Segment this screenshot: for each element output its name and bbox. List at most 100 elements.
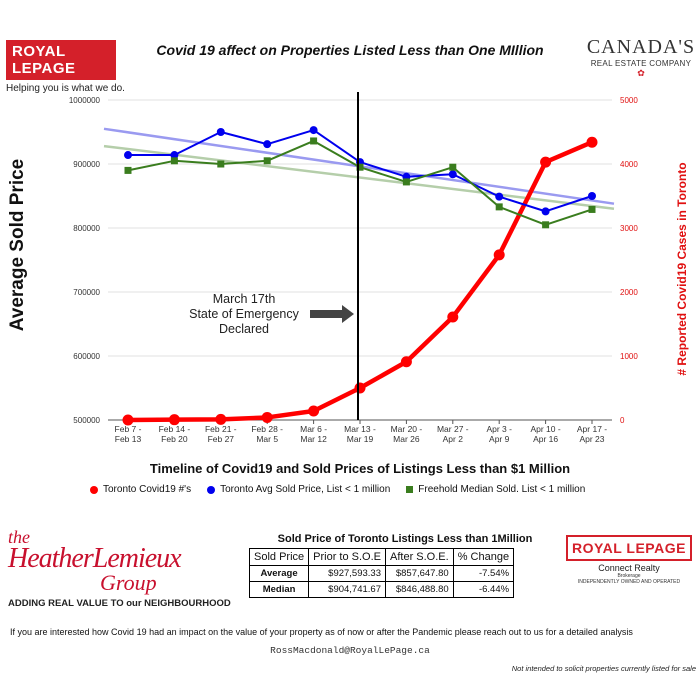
header-prior: Prior to S.O.E: [308, 548, 386, 566]
covid-point: [540, 156, 552, 168]
royal-lepage-tagline: Helping you is what we do.: [6, 83, 125, 94]
contact-email[interactable]: RossMacdonald@RoyalLePage.ca: [270, 645, 430, 656]
x-tick-label: Mar 12: [300, 434, 327, 444]
disclaimer-text: Not intended to solicit properties curre…: [511, 664, 696, 673]
covid-point: [493, 249, 505, 261]
x-tick-label: Mar 13 -: [344, 424, 376, 434]
header-after: After S.O.E.: [385, 548, 454, 566]
covid-point: [168, 414, 180, 426]
x-tick-label: Feb 13: [115, 434, 142, 444]
legend-item-median: Freehold Median Sold. List < 1 million: [406, 484, 585, 495]
royal-lepage-logo: ROYAL LEPAGE Helping you is what we do.: [6, 40, 125, 94]
canadas-real-estate-company-logo: CANADA'S REAL ESTATE COMPANY ✿: [586, 36, 696, 79]
event-arrow-icon: [310, 305, 354, 323]
x-tick-label: Apr 17 -: [577, 424, 607, 434]
legend-label-avg-price: Toronto Avg Sold Price, List < 1 million: [220, 484, 391, 495]
table-row: Average $927,593.33 $857,647.80 -7.54%: [248, 565, 515, 582]
rlp2-independently: INDEPENDENTLY OWNED AND OPERATED: [577, 579, 681, 585]
x-tick-label: Mar 26: [393, 434, 420, 444]
after-value: $857,647.80: [385, 565, 454, 582]
median-point: [170, 157, 178, 165]
legend-item-avg-price: Toronto Avg Sold Price, List < 1 million: [207, 484, 390, 495]
legend-marker-avg-price: [207, 485, 216, 494]
legend-marker-median: [406, 486, 414, 493]
y-right-tick-label: 1000: [620, 352, 638, 361]
covid-point: [447, 311, 459, 323]
header-change: % Change: [452, 548, 515, 566]
summary-table-header-row: Sold Price Prior to S.O.E After S.O.E. %…: [248, 548, 515, 566]
row-label: Average: [248, 565, 310, 582]
median-point: [588, 205, 596, 213]
legend-item-covid: Toronto Covid19 #'s: [90, 484, 191, 495]
y-left-tick-label: 500000: [73, 416, 100, 425]
legend-marker-covid: [90, 485, 98, 494]
heather-lemieux-group-logo: the HeatherLemieux Group ADDING REAL VAL…: [8, 527, 231, 609]
rlp2-brokerage: Brokerage: [617, 573, 641, 579]
x-tick-label: Apr 10 -: [530, 424, 560, 434]
x-tick-label: Mar 5: [256, 434, 278, 444]
event-annotation-text: Declared: [219, 322, 269, 336]
avg-price-point: [495, 192, 504, 201]
chart-legend: Toronto Covid19 #'s Toronto Avg Sold Pri…: [90, 484, 650, 495]
y-right-tick-label: 4000: [620, 160, 638, 169]
median-point: [495, 203, 503, 211]
avg-price-point: [448, 170, 457, 179]
event-annotation-text: March 17th: [213, 292, 276, 306]
covid-series-line: [127, 140, 593, 423]
median-point: [356, 163, 364, 171]
median-point: [449, 163, 457, 171]
change-value: -6.44%: [452, 581, 515, 598]
x-tick-label: Feb 20: [161, 434, 188, 444]
y-right-tick-label: 2000: [620, 288, 638, 297]
median-point: [310, 137, 318, 145]
maple-leaf-icon: ✿: [637, 68, 645, 78]
median-point: [402, 178, 410, 186]
median-point: [263, 157, 271, 165]
x-axis-label: Timeline of Covid19 and Sold Prices of L…: [149, 461, 571, 476]
call-to-action-text: If you are interested how Covid 19 had a…: [10, 627, 633, 637]
median-point: [124, 166, 132, 174]
hl-logo-name: HeatherLemieux: [8, 543, 182, 574]
royal-lepage-connect-logo: ROYAL LEPAGE Connect Realty Brokerage IN…: [566, 535, 692, 585]
y-left-tick-label: 900000: [73, 160, 100, 169]
after-value: $846,488.80: [385, 581, 454, 598]
x-tick-label: Apr 3 -: [486, 424, 512, 434]
change-value: -7.54%: [452, 565, 515, 582]
x-tick-label: Apr 16: [533, 434, 558, 444]
legend-label-median: Freehold Median Sold. List < 1 million: [418, 484, 586, 495]
prior-value: $927,593.33: [308, 565, 386, 582]
header-sold-price: Sold Price: [248, 548, 310, 566]
x-tick-label: Apr 23: [579, 434, 604, 444]
y-right-tick-label: 0: [620, 416, 625, 425]
x-tick-label: Mar 6 -: [300, 424, 327, 434]
chart-title: Covid 19 affect on Properties Listed Les…: [156, 42, 544, 58]
x-tick-label: Feb 21 -: [205, 424, 237, 434]
avg-price-point: [309, 126, 318, 135]
row-label: Median: [248, 581, 310, 598]
median-point: [217, 160, 225, 168]
y-left-tick-label: 1000000: [69, 96, 101, 105]
x-tick-label: Feb 7 -: [115, 424, 142, 434]
hl-logo-group: Group: [100, 570, 157, 595]
rlp2-connect-realty: Connect Realty: [598, 563, 660, 573]
avg-price-point: [216, 128, 225, 136]
y-left-tick-label: 700000: [73, 288, 100, 297]
x-tick-label: Mar 27 -: [437, 424, 469, 434]
covid-point: [122, 414, 134, 426]
hl-logo-tagline: ADDING REAL VALUE TO our NEIGHBOURHOOD: [8, 598, 231, 609]
avg-price-point: [541, 207, 550, 216]
hl-logo-the: the: [8, 527, 30, 547]
chart-plot: 500000 600000 700000 800000 900000 1000000 0 10…: [69, 92, 638, 444]
y-left-tick-label: 600000: [73, 352, 100, 361]
x-tick-label: Apr 9: [489, 434, 510, 444]
x-tick-label: Feb 27: [208, 434, 235, 444]
median-point: [542, 221, 550, 229]
prior-value: $904,741.67: [308, 581, 386, 598]
covid-point: [400, 356, 412, 368]
summary-table-title: Sold Price of Toronto Listings Less than…: [277, 533, 533, 545]
avg-price-point: [124, 151, 132, 160]
table-row: Median $904,741.67 $846,488.80 -6.44%: [248, 581, 515, 598]
event-annotation-text: State of Emergency: [189, 307, 300, 321]
covid-point: [586, 136, 598, 148]
covid-point: [215, 413, 227, 425]
